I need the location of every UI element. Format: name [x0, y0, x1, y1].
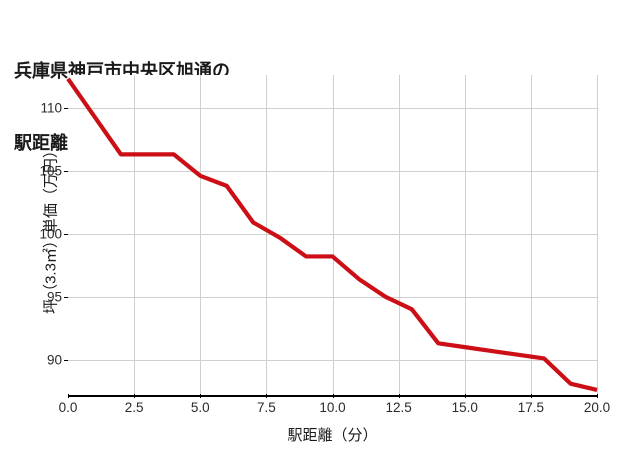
gridline-horizontal — [68, 170, 597, 172]
x-tick-mark — [332, 394, 334, 398]
x-tick-label: 20.0 — [583, 400, 611, 415]
x-tick-label: 5.0 — [190, 400, 210, 415]
x-tick-mark — [530, 394, 532, 398]
line-series — [66, 77, 598, 393]
y-tick-label: 100 — [39, 226, 62, 242]
gridline-vertical — [464, 75, 466, 395]
y-tick-label: 110 — [40, 100, 62, 116]
x-axis-label: 駅距離（分） — [287, 427, 378, 444]
gridline-vertical — [266, 75, 268, 395]
gridline-horizontal — [68, 233, 597, 235]
gridline-vertical — [530, 75, 532, 395]
gridline-horizontal — [68, 296, 597, 298]
y-tick-mark — [64, 296, 68, 298]
x-tick-mark — [464, 394, 466, 398]
x-tick-mark — [200, 394, 202, 398]
x-tick-mark — [597, 394, 598, 398]
y-tick-mark — [64, 170, 68, 172]
gridline-vertical — [597, 75, 598, 395]
x-tick-label: 10.0 — [319, 400, 346, 415]
x-tick-label: 7.5 — [256, 400, 276, 415]
y-tick-mark — [64, 359, 68, 361]
plot-area — [66, 75, 598, 395]
y-tick-mark — [64, 107, 68, 109]
gridline-vertical — [200, 75, 202, 395]
x-tick-mark — [266, 394, 268, 398]
x-tick-label: 12.5 — [385, 400, 412, 415]
y-tick-labels: 90 95 100 105 110 — [0, 0, 68, 465]
y-tick-label: 105 — [39, 163, 62, 179]
x-tick-mark — [134, 394, 136, 398]
gridline-vertical — [134, 75, 136, 395]
y-tick-label: 95 — [46, 289, 62, 305]
x-tick-label: 0.0 — [58, 400, 78, 415]
gridline-vertical — [332, 75, 334, 395]
y-tick-mark — [64, 233, 68, 235]
gridline-horizontal — [68, 359, 597, 361]
x-tick-mark — [68, 394, 69, 398]
x-tick-label: 15.0 — [451, 400, 478, 415]
x-tick-mark — [398, 394, 400, 398]
gridline-vertical — [398, 75, 400, 395]
x-tick-label: 2.5 — [124, 400, 144, 415]
y-tick-label: 90 — [46, 352, 62, 368]
y-axis-label: 坪（3.3㎡）単価（万円） — [42, 143, 60, 314]
gridline-horizontal — [68, 107, 597, 109]
x-tick-label: 17.5 — [517, 400, 545, 415]
land-price-line — [66, 77, 598, 393]
